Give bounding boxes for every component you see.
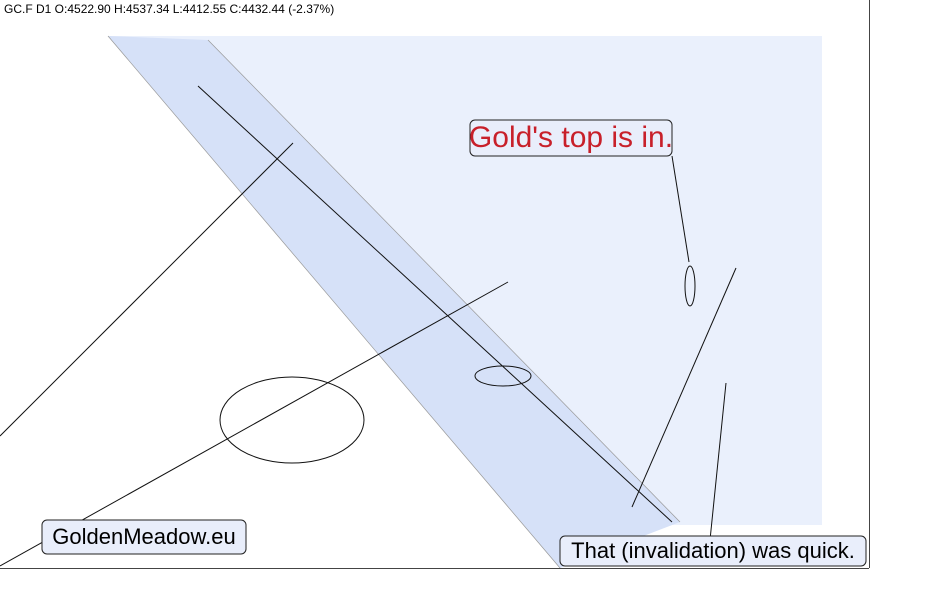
header: GC.F D1 O:4522.90 H:4537.34 L:4412.55 C:… [4,2,334,16]
callout-box [559,535,867,567]
trend-line [0,142,294,437]
ellipse [219,376,365,464]
trend-line [631,267,737,508]
ellipse [474,365,532,387]
channel-line [107,35,561,569]
callout-box [469,119,673,157]
background [107,35,822,569]
brand: GoldenMeadow.eu [52,524,235,549]
channel [108,36,680,568]
callout-pointer [709,382,727,541]
ellipse [684,265,696,307]
brand-box [41,519,247,555]
trend-line [0,281,509,567]
callout-pointer [671,155,690,263]
callout-text: That (invalidation) was quick. [571,538,855,563]
channel-line [207,39,681,523]
drawings [0,85,737,567]
callout-text: Gold's top is in. [469,121,673,154]
